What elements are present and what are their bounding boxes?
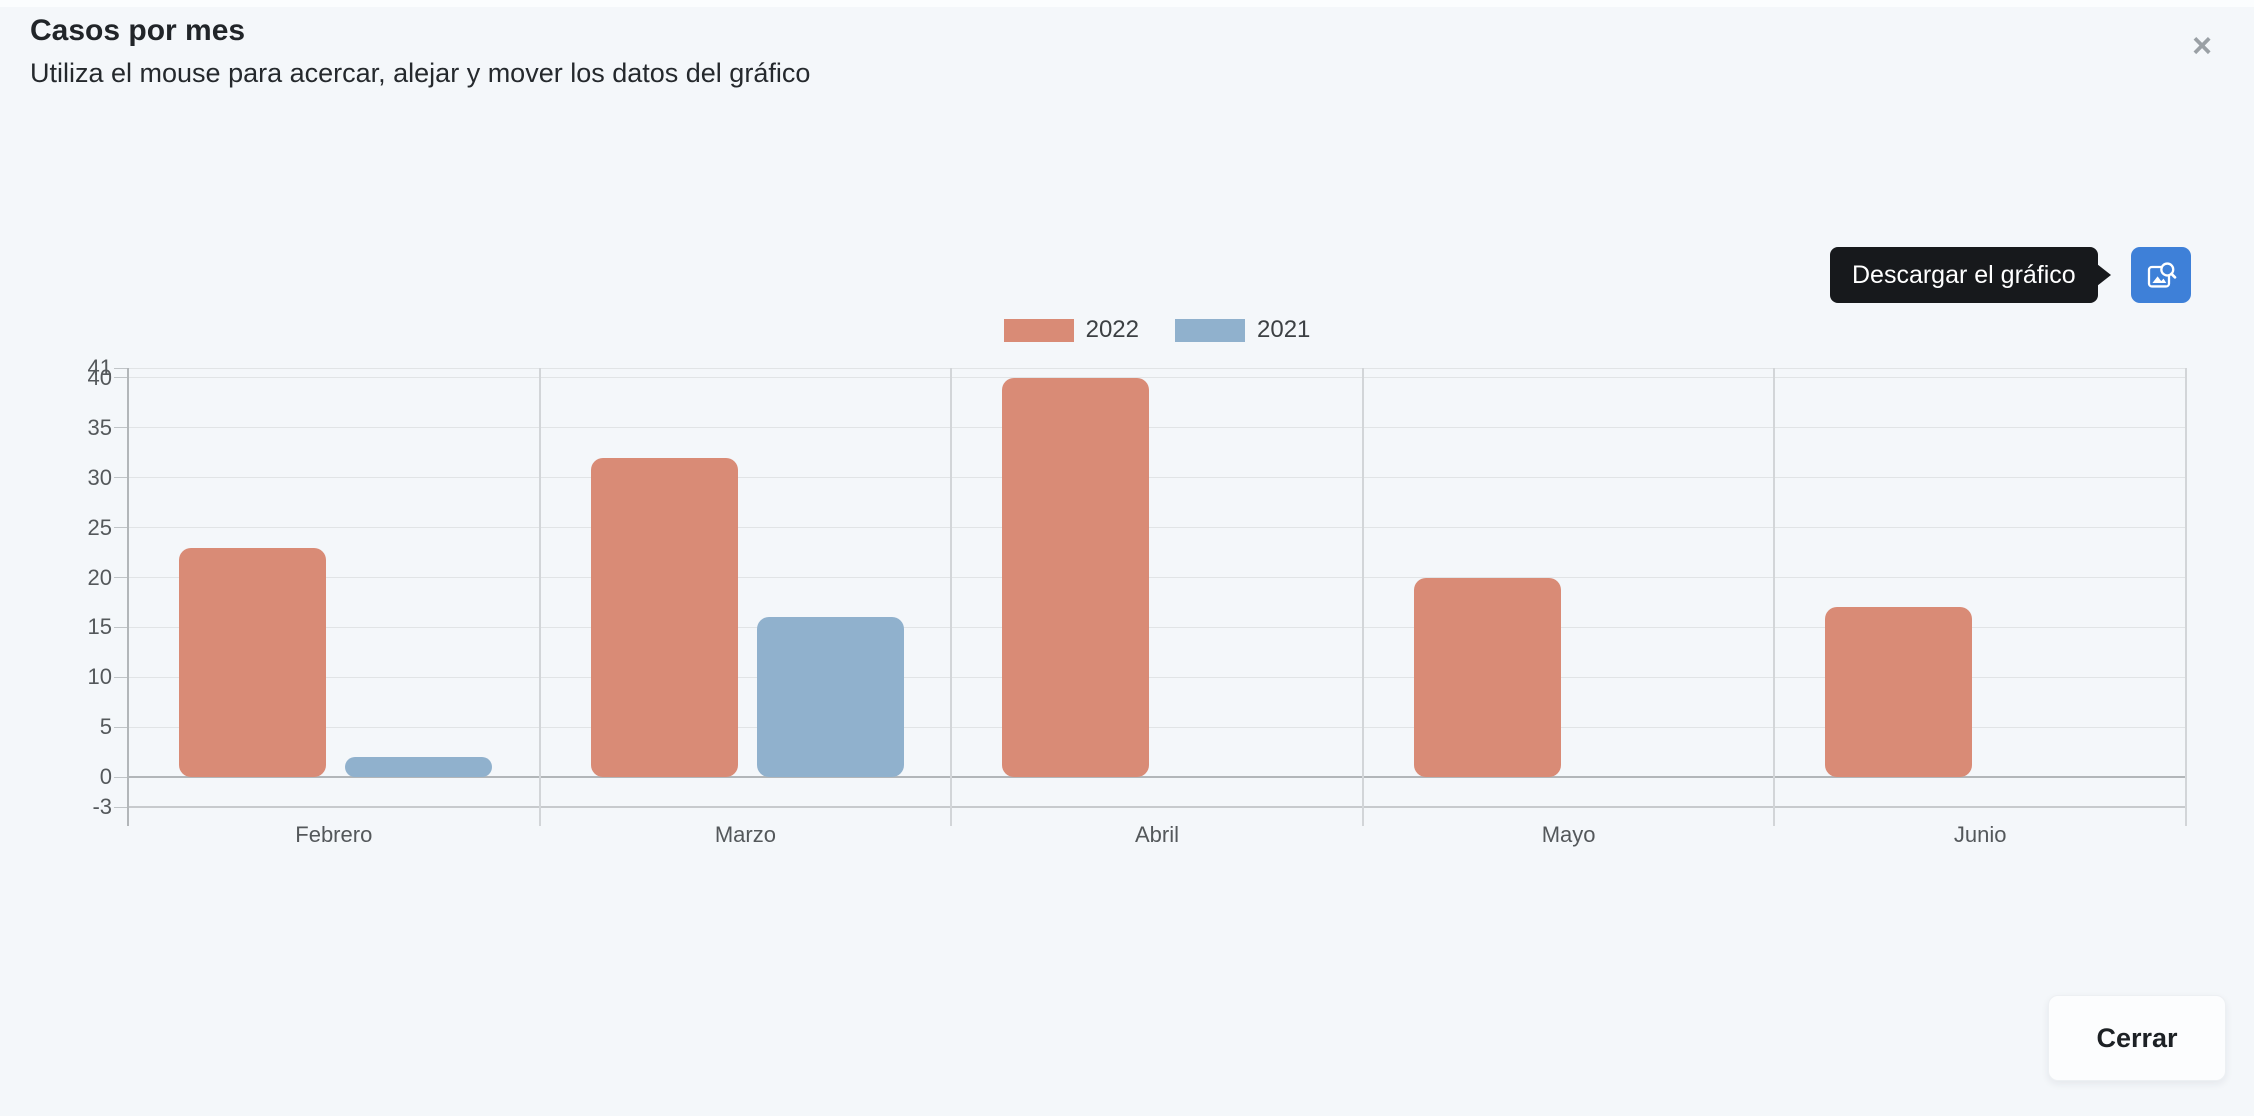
bar-2022-mayo[interactable] (1413, 577, 1561, 778)
category-separator (1361, 368, 1364, 826)
y-axis-tick (114, 527, 128, 529)
x-axis-category-label: Abril (1134, 822, 1179, 847)
y-axis-tick-label: 15 (87, 614, 112, 640)
y-axis-tick (114, 626, 128, 628)
y-axis-tick-label: 0 (99, 764, 112, 790)
bar-2022-junio[interactable] (1825, 607, 1973, 778)
legend-label-2021: 2021 (1257, 316, 1311, 343)
legend-label-2022: 2022 (1085, 316, 1139, 343)
x-axis-category-label: Febrero (295, 822, 373, 847)
y-axis-tick (114, 776, 128, 778)
y-gridline (128, 477, 2186, 479)
modal-top-edge (0, 0, 2254, 7)
category-separator (538, 368, 541, 826)
y-gridline (128, 726, 2186, 728)
y-axis-tick (114, 367, 128, 369)
y-axis-tick (114, 726, 128, 728)
page-title: Casos por mes (30, 14, 246, 47)
bar-2022-marzo[interactable] (590, 457, 738, 778)
download-chart-button[interactable] (2131, 247, 2191, 303)
y-axis-tick-label: 10 (87, 664, 112, 690)
y-gridline (128, 676, 2186, 678)
y-axis-tick (114, 377, 128, 379)
y-gridline (128, 527, 2186, 529)
y-axis-tick (114, 427, 128, 429)
y-axis-tick-label: 30 (87, 464, 112, 490)
y-gridline (128, 427, 2186, 429)
y-axis-tick-label: 25 (87, 514, 112, 540)
y-gridline (128, 806, 2186, 808)
cerrar-button[interactable]: Cerrar (2048, 995, 2226, 1081)
bar-2022-abril[interactable] (1002, 377, 1150, 778)
download-tooltip: Descargar el gráfico (1830, 247, 2111, 303)
category-separator (2185, 368, 2187, 826)
y-axis-tick (114, 477, 128, 479)
bar-2022-febrero[interactable] (179, 547, 326, 778)
y-gridline (128, 377, 2186, 379)
legend-swatch-2021 (1175, 318, 1245, 342)
y-axis-line (127, 368, 129, 826)
bar-2021-febrero[interactable] (345, 757, 492, 778)
y-axis-tick (114, 676, 128, 678)
x-axis-category-label: Mayo (1541, 822, 1596, 847)
y-gridline (128, 626, 2186, 628)
page-subtitle: Utiliza el mouse para acercar, alejar y … (30, 58, 811, 88)
y-axis-tick-label: 41 (87, 355, 112, 380)
category-separator (950, 368, 953, 826)
y-axis-tick-label: 35 (87, 414, 112, 440)
legend-item-2022[interactable]: 2022 (1003, 316, 1139, 344)
y-axis-tick-label: -3 (92, 794, 112, 819)
legend-item-2021[interactable]: 2021 (1175, 316, 1310, 344)
bar-2021-marzo[interactable] (756, 617, 904, 778)
y-gridline (128, 367, 2186, 369)
y-axis-tick-label: 20 (87, 564, 112, 590)
download-tooltip-label: Descargar el gráfico (1852, 260, 2076, 289)
chart-legend: 2022 2021 (128, 316, 2186, 344)
legend-swatch-2022 (1003, 318, 1074, 342)
category-separator (1773, 368, 1776, 826)
y-axis-tick (114, 806, 128, 808)
y-gridline (128, 776, 2186, 779)
tooltip-arrow-icon (2096, 264, 2111, 286)
image-export-icon (2147, 262, 2177, 288)
y-axis-tick (114, 577, 128, 579)
x-axis-category-label: Junio (1953, 822, 2007, 847)
y-axis-tick-label: 40 (87, 364, 112, 390)
close-icon[interactable]: × (2192, 27, 2212, 65)
y-axis-tick-label: 5 (99, 714, 112, 740)
x-axis-category-label: Marzo (714, 822, 776, 847)
y-gridline (128, 577, 2186, 579)
